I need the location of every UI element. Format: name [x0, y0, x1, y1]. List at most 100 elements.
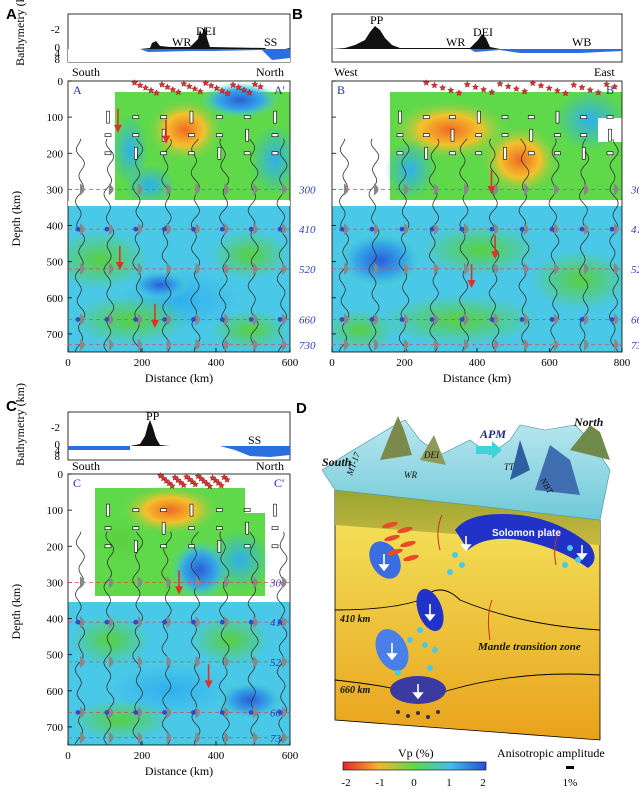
waveform-peak: [524, 262, 529, 275]
earthquake-star: [185, 82, 193, 90]
discontinuity-pick: [399, 226, 405, 232]
discontinuity-pick: [75, 226, 81, 232]
mountain-north: [570, 425, 610, 460]
waveform-peak: [195, 576, 200, 589]
anisotropy-bar: [132, 133, 140, 137]
anisotropy-bar: [608, 128, 612, 142]
direction-east: East: [594, 65, 615, 79]
earthquake-star: [169, 85, 177, 93]
discontinuity-pick: [459, 317, 465, 322]
anisotropy-bar: [449, 115, 456, 119]
anisotropy-scale-label: 1%: [563, 777, 578, 789]
waveform-trace: [132, 138, 144, 353]
earthquake-star: [180, 481, 188, 489]
anisotropy-bar: [104, 544, 112, 549]
anisotropy-bar: [554, 151, 561, 156]
waveform-trace: [398, 138, 410, 353]
earthquake-star: [207, 81, 215, 89]
waveform-peak: [282, 313, 287, 326]
tomography-c: [68, 474, 290, 745]
earthquake-star: [256, 83, 264, 90]
earthquake-star: [545, 84, 553, 92]
discontinuity-pick: [549, 226, 555, 232]
earthquake-star: [229, 81, 237, 89]
discontinuity-pick: [248, 619, 254, 625]
anisotropy-bar: [581, 146, 586, 160]
waveform-peak: [344, 313, 349, 326]
vp-tick: 0: [411, 777, 417, 789]
profile-end-label: C': [274, 476, 284, 490]
waveform-peak: [108, 616, 114, 629]
vp-tick: 1: [446, 777, 452, 789]
waveform-peak: [80, 706, 85, 719]
earthquake-star: [206, 482, 214, 490]
y-tick-label: 700: [47, 722, 64, 734]
earthquake-star: [488, 88, 496, 96]
earthquake-star: [251, 80, 259, 88]
waveform-peak: [108, 576, 114, 589]
waveform-peak: [80, 576, 85, 589]
waveform-peak: [195, 262, 200, 275]
waveform-trace: [103, 531, 115, 746]
anisotropy-bar: [527, 115, 535, 119]
discontinuity-pick: [133, 619, 139, 625]
bathymetry-b: PP WR DEI WB West East: [331, 13, 623, 79]
waveform-trace: [190, 138, 201, 353]
mountain-dei: [420, 435, 446, 465]
feature-label-ss: SS: [264, 35, 277, 49]
y-tick-label: 600: [47, 686, 64, 698]
waveform-peak: [224, 706, 229, 719]
waveform-peak: [253, 313, 258, 326]
x-tick-label: 800: [614, 357, 631, 369]
waveform-trace: [276, 138, 288, 353]
waveform-trace: [74, 138, 86, 353]
earthquake-star: [463, 80, 471, 88]
waveform-peak: [224, 338, 229, 351]
discontinuity-pick: [549, 317, 555, 322]
earthquake-star: [191, 85, 199, 92]
y-axis-label: Depth (km): [9, 584, 23, 640]
discontinuity-pick: [219, 226, 225, 232]
waveform-peak: [80, 616, 85, 629]
waveform-peak: [80, 313, 85, 326]
label-660km: 660 km: [340, 685, 371, 696]
discontinuity-label: 300: [298, 184, 316, 196]
y-tick-label: 0: [58, 469, 64, 481]
discontinuity-pick: [104, 710, 110, 715]
panel-c: -2 0 4 8 Bathymetry (km) PP SS South Nor…: [13, 383, 291, 746]
bathy-tick: 4: [55, 48, 61, 60]
earthquake-star: [504, 82, 512, 90]
anisotropy-bar: [501, 133, 509, 137]
waveform-peak: [434, 223, 439, 236]
earthquake-star: [439, 84, 447, 91]
waveform-trace: [368, 138, 380, 353]
anisotropy-bar: [160, 151, 167, 156]
discontinuity-410: [334, 589, 601, 631]
waveform-peak: [494, 338, 499, 351]
discontinuity-pick: [609, 226, 615, 232]
waveform-peak: [282, 731, 287, 744]
earthquake-star: [594, 88, 602, 96]
anisotropy-bar: [606, 115, 614, 119]
discontinuity-pick: [104, 317, 110, 322]
discontinuity-pick: [248, 317, 254, 322]
earthquake-star: [217, 481, 225, 489]
discontinuity-pick: [248, 226, 254, 232]
x-tick-label: 600: [282, 357, 299, 369]
earthquake-star: [529, 79, 537, 87]
discontinuity-pick: [399, 317, 405, 322]
y-tick-label: 100: [47, 505, 64, 517]
waveform-peak: [224, 655, 229, 668]
flow-arrow-head: [113, 124, 122, 133]
waveform-peak: [224, 616, 229, 629]
waveform-peak: [464, 183, 469, 196]
y-tick-label: 200: [47, 541, 64, 553]
discontinuity-pick: [489, 317, 495, 322]
waveform-peak: [166, 338, 172, 351]
x-tick-label: 400: [208, 357, 225, 369]
waveform-peak: [137, 183, 143, 196]
feature-label-dei: DEI: [196, 24, 216, 38]
waveform-trace: [488, 138, 500, 353]
waveform-peak: [282, 616, 287, 629]
waveform-peak: [434, 183, 439, 196]
